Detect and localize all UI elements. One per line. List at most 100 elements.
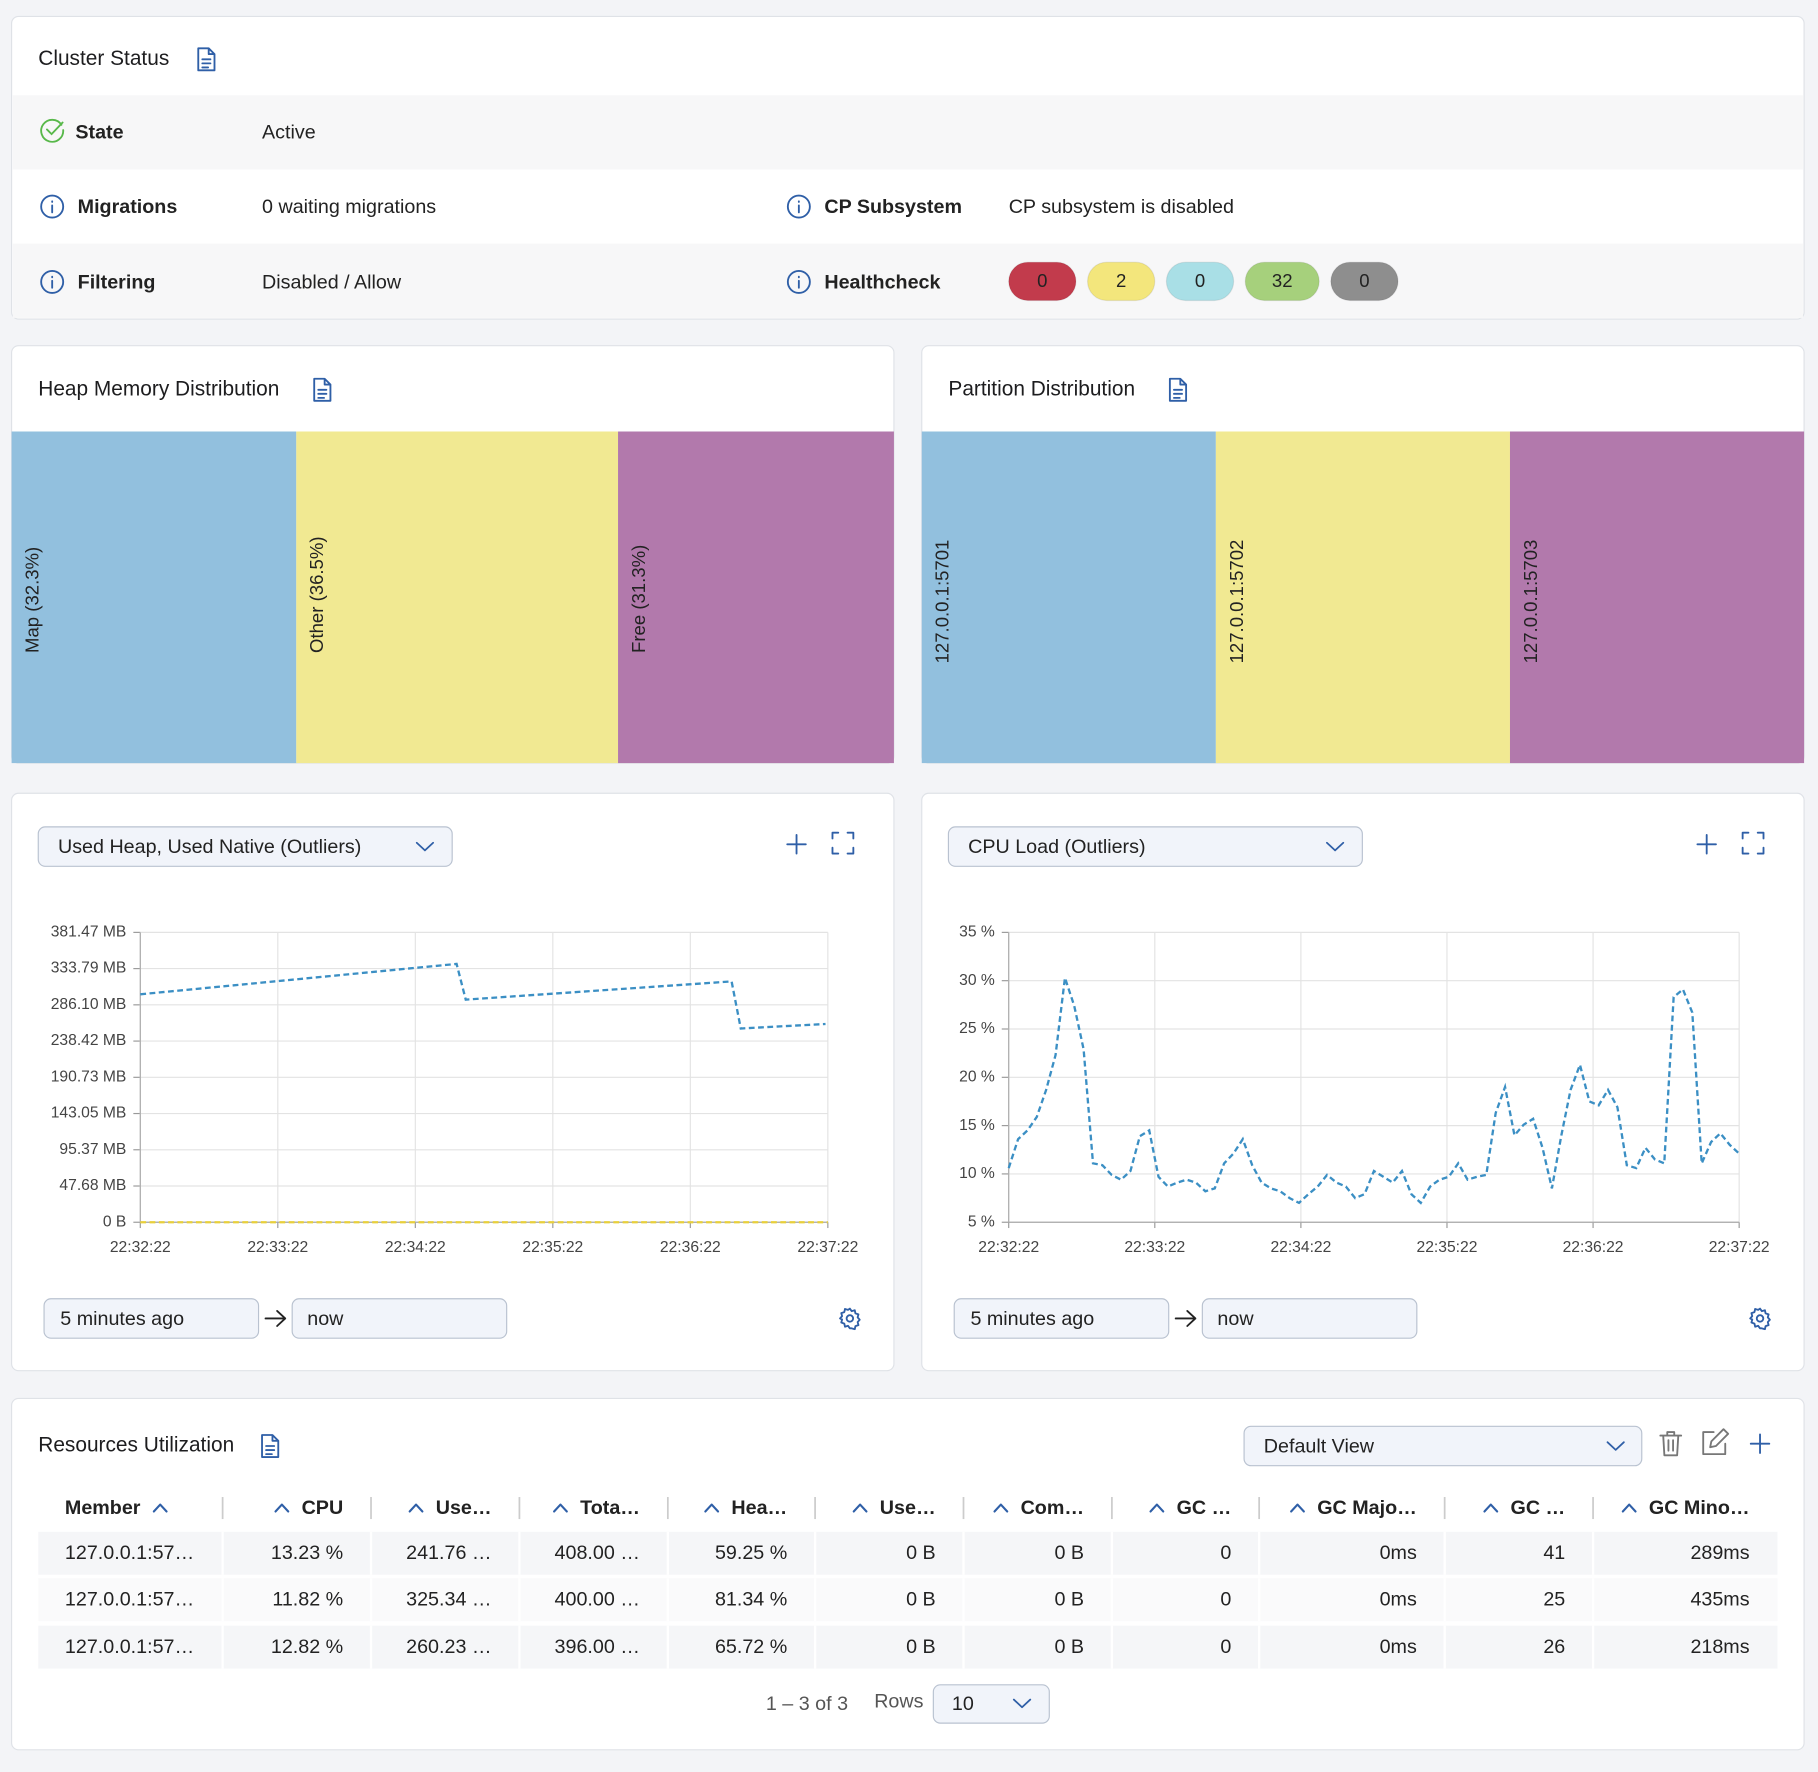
range-to-text: now xyxy=(1217,1308,1254,1330)
table-cell: 127.0.0.1:57… xyxy=(65,1588,194,1610)
table-cell: 127.0.0.1:57… xyxy=(65,1542,194,1564)
segment-label: 127.0.0.1:5702 xyxy=(1226,540,1247,664)
table-cell: 289ms xyxy=(1690,1542,1749,1564)
distribution-segment[interactable] xyxy=(12,432,297,764)
pagination-range: 1 – 3 of 3 xyxy=(766,1693,848,1715)
column-header[interactable]: GC … xyxy=(1177,1497,1232,1519)
y-tick-label: 238.42 MB xyxy=(51,1032,127,1049)
panel-title: Cluster Status xyxy=(38,47,169,70)
y-tick-label: 47.68 MB xyxy=(59,1177,126,1194)
table-cell: 0 xyxy=(1220,1588,1231,1610)
range-to-text: now xyxy=(307,1308,344,1330)
table-cell: 65.72 % xyxy=(715,1636,787,1658)
metric-select-text: CPU Load (Outliers) xyxy=(968,836,1145,858)
table-cell: 260.23 … xyxy=(406,1636,491,1658)
x-tick-label: 22:33:22 xyxy=(247,1239,308,1256)
chart-panel xyxy=(12,793,894,1370)
column-header[interactable]: Member xyxy=(65,1497,141,1519)
y-tick-label: 15 % xyxy=(959,1117,995,1134)
metric-select-text: Used Heap, Used Native (Outliers) xyxy=(58,836,361,858)
segment-label: Free (31.3%) xyxy=(628,545,649,653)
y-tick-label: 25 % xyxy=(959,1020,995,1037)
column-header[interactable]: GC Mino… xyxy=(1649,1497,1750,1519)
status-value: 0 waiting migrations xyxy=(262,196,436,218)
x-tick-label: 22:37:22 xyxy=(797,1239,858,1256)
health-count: 0 xyxy=(1359,270,1369,291)
distribution-segment[interactable] xyxy=(618,432,894,764)
y-tick-label: 20 % xyxy=(959,1068,995,1085)
x-tick-label: 22:34:22 xyxy=(385,1239,446,1256)
x-tick-label: 22:35:22 xyxy=(522,1239,583,1256)
segment-label: Other (36.5%) xyxy=(306,536,327,652)
column-header[interactable]: GC Majo… xyxy=(1317,1497,1417,1519)
x-tick-label: 22:33:22 xyxy=(1124,1239,1185,1256)
range-from-text: 5 minutes ago xyxy=(970,1308,1094,1330)
y-tick-label: 190.73 MB xyxy=(51,1068,127,1085)
status-label: Healthcheck xyxy=(824,271,940,293)
table-cell: 25 xyxy=(1543,1588,1565,1610)
table-cell: 0 B xyxy=(1054,1542,1084,1564)
table-cell: 0 xyxy=(1220,1636,1231,1658)
y-tick-label: 333.79 MB xyxy=(51,960,127,977)
healthcheck-pills: 0 2 0 32 0 xyxy=(1009,262,1398,300)
x-tick-label: 22:36:22 xyxy=(660,1239,721,1256)
table-cell: 0 B xyxy=(906,1542,936,1564)
health-count: 2 xyxy=(1116,270,1126,291)
rows-select-text: 10 xyxy=(952,1693,974,1715)
table-cell: 408.00 … xyxy=(555,1542,640,1564)
y-tick-label: 0 B xyxy=(103,1213,126,1230)
distribution-segment[interactable] xyxy=(1216,432,1510,764)
status-value: CP subsystem is disabled xyxy=(1009,196,1234,218)
table-cell: 0 B xyxy=(906,1636,936,1658)
heap-segments: Map (32.3%)Other (36.5%)Free (31.3%) xyxy=(12,432,894,764)
rows-label: Rows xyxy=(874,1690,923,1712)
column-header[interactable]: Hea… xyxy=(731,1497,787,1519)
status-label: State xyxy=(75,122,123,144)
x-tick-label: 22:34:22 xyxy=(1270,1239,1331,1256)
table-cell: 81.34 % xyxy=(715,1588,787,1610)
health-count: 32 xyxy=(1272,270,1293,291)
table-cell: 11.82 % xyxy=(272,1588,343,1610)
column-header[interactable]: Use… xyxy=(880,1497,936,1519)
status-value: Disabled / Allow xyxy=(262,271,402,293)
panel-title: Partition Distribution xyxy=(948,377,1135,400)
column-header[interactable]: Com… xyxy=(1021,1497,1084,1519)
health-count: 0 xyxy=(1195,270,1205,291)
table-cell: 127.0.0.1:57… xyxy=(65,1636,194,1658)
table-cell: 59.25 % xyxy=(715,1542,787,1564)
column-header[interactable]: CPU xyxy=(302,1497,344,1519)
table-cell: 400.00 … xyxy=(555,1588,640,1610)
health-count: 0 xyxy=(1037,270,1047,291)
partition-segments: 127.0.0.1:5701127.0.0.1:5702127.0.0.1:57… xyxy=(922,432,1804,764)
table-cell: 0 B xyxy=(1054,1588,1084,1610)
status-value: Active xyxy=(262,122,316,144)
column-header[interactable]: GC … xyxy=(1511,1497,1566,1519)
column-header[interactable]: Use… xyxy=(436,1497,492,1519)
table-cell: 435ms xyxy=(1690,1588,1749,1610)
segment-label: 127.0.0.1:5703 xyxy=(1520,540,1541,664)
x-tick-label: 22:37:22 xyxy=(1709,1239,1770,1256)
status-label: Migrations xyxy=(78,196,178,218)
distribution-segment[interactable] xyxy=(1510,432,1804,764)
y-tick-label: 143.05 MB xyxy=(51,1105,127,1122)
table-cell: 241.76 … xyxy=(406,1542,491,1564)
x-tick-label: 22:32:22 xyxy=(978,1239,1039,1256)
x-tick-label: 22:32:22 xyxy=(110,1239,171,1256)
status-label: Filtering xyxy=(78,271,156,293)
table-cell: 325.34 … xyxy=(406,1588,491,1610)
x-tick-label: 22:35:22 xyxy=(1417,1239,1478,1256)
y-tick-label: 30 % xyxy=(959,972,995,989)
y-tick-label: 381.47 MB xyxy=(51,924,127,941)
table-cell: 0ms xyxy=(1380,1636,1417,1658)
x-tick-label: 22:36:22 xyxy=(1563,1239,1624,1256)
column-header[interactable]: Tota… xyxy=(580,1497,640,1519)
y-tick-label: 35 % xyxy=(959,924,995,941)
rows-select[interactable] xyxy=(933,1685,1049,1723)
table-cell: 12.82 % xyxy=(271,1636,343,1658)
table-cell: 41 xyxy=(1543,1542,1565,1564)
distribution-segment[interactable] xyxy=(296,432,618,764)
distribution-segment[interactable] xyxy=(922,432,1216,764)
